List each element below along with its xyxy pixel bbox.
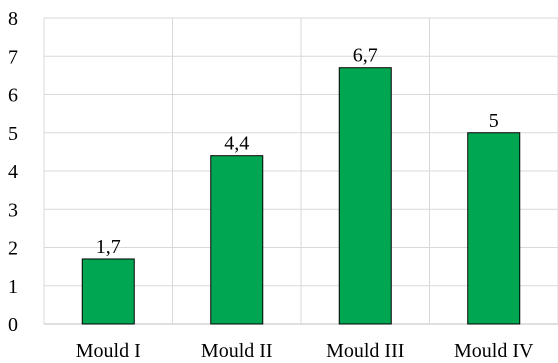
data-label: 4,4 [224,133,249,155]
y-tick-label: 1 [8,276,18,298]
x-tick-label: Mould III [326,340,404,362]
bar-mould-iv [467,132,521,325]
gridlines [43,17,558,325]
bar-mould-ii [210,155,264,325]
bar-mould-i [81,258,135,325]
data-label: 5 [489,110,499,132]
data-label: 1,7 [96,236,121,258]
y-tick-label: 5 [8,123,18,145]
data-label: 6,7 [353,45,378,67]
x-tick-label: Mould II [201,340,273,362]
y-tick-label: 3 [8,199,18,221]
y-tick-label: 8 [8,8,18,30]
bar-mould-iii [338,67,392,325]
y-axis-ticks: 0 1 2 3 4 5 6 7 8 [8,8,18,336]
y-tick-label: 0 [8,314,18,336]
y-tick-label: 2 [8,238,18,260]
y-tick-label: 7 [8,46,18,68]
bars [81,67,521,325]
x-tick-label: Mould I [76,340,141,362]
x-tick-label: Mould IV [454,340,534,362]
y-tick-label: 4 [8,161,18,183]
data-labels: 1,7 4,4 6,7 5 [96,45,499,258]
y-tick-label: 6 [8,85,18,107]
x-axis-ticks: Mould I Mould II Mould III Mould IV [76,340,534,362]
